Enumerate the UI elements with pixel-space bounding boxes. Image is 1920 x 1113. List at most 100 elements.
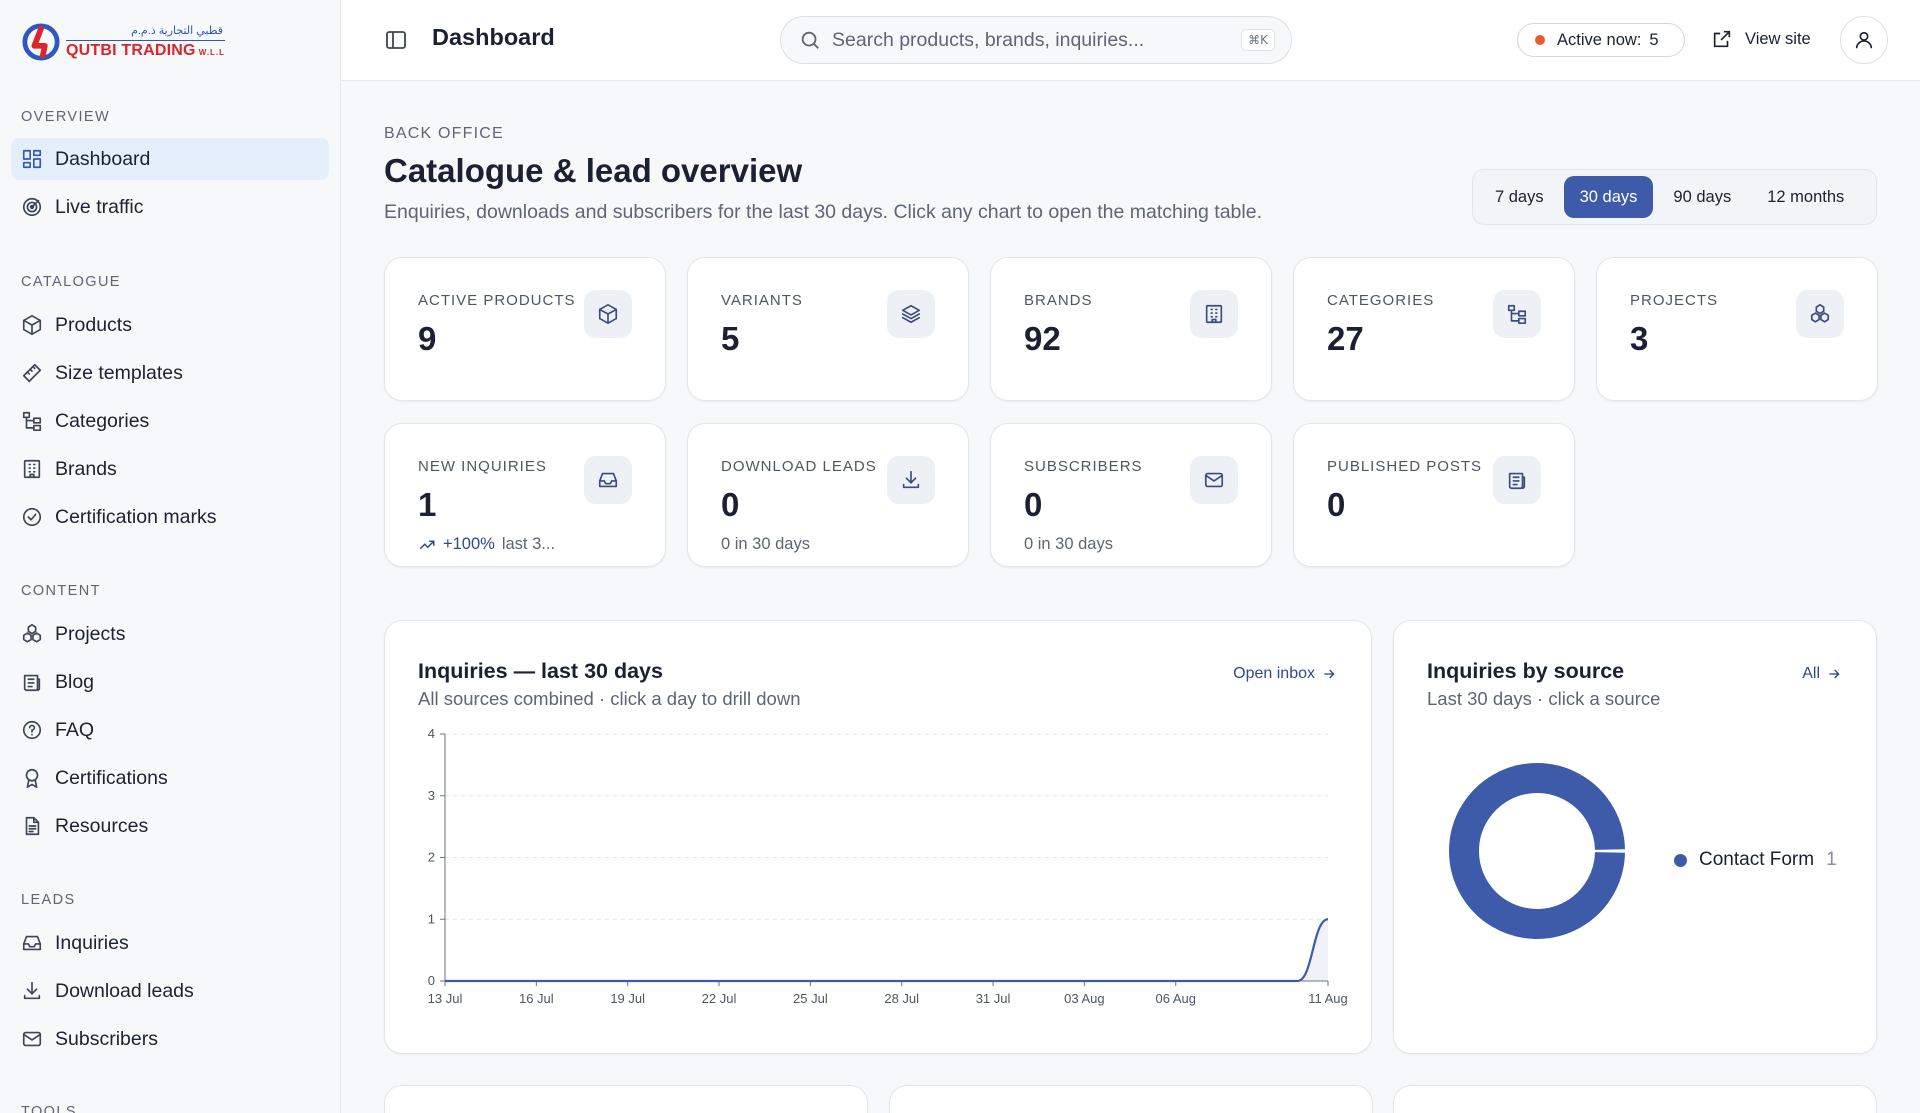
x-tick-label: 31 Jul <box>976 991 1011 1006</box>
stat-card-categories[interactable]: CATEGORIES 27 <box>1293 257 1575 401</box>
mail-icon <box>1204 472 1224 488</box>
sidebar-item-label: Resources <box>55 814 149 837</box>
tree-icon <box>22 411 42 431</box>
inbox-icon <box>598 472 618 488</box>
help-circle-icon <box>22 720 42 740</box>
stat-card-active-products[interactable]: ACTIVE PRODUCTS 9 <box>384 257 666 401</box>
stat-card-download-leads[interactable]: DOWNLOAD LEADS 0 0 in 30 days <box>687 423 969 567</box>
sidebar-item-size-templates[interactable]: Size templates <box>11 352 329 394</box>
inquiries-by-source-card[interactable]: Inquiries by source Last 30 days · click… <box>1393 620 1877 1054</box>
x-tick-label: 25 Jul <box>793 991 828 1006</box>
box-icon <box>22 315 42 335</box>
brand-suffix: W.L.L <box>198 47 226 57</box>
sidebar-panel-icon <box>386 31 406 49</box>
date-range-selector: 7 days 30 days 90 days 12 months <box>1472 169 1877 225</box>
donut-slice-contact-form[interactable] <box>1449 763 1625 939</box>
inbox-icon <box>22 935 42 951</box>
stat-value: 9 <box>418 320 437 357</box>
arrow-right-icon <box>1829 669 1840 679</box>
active-now-badge[interactable]: Active now: 5 <box>1517 23 1685 57</box>
award-icon <box>25 768 39 788</box>
live-dot-icon <box>1535 35 1545 45</box>
page-heading: Catalogue & lead overview <box>384 152 803 189</box>
x-tick-label: 13 Jul <box>428 991 463 1006</box>
sidebar-item-label: Dashboard <box>55 147 151 170</box>
search-input[interactable] <box>832 28 1222 52</box>
sidebar-item-label: Certification marks <box>55 505 217 528</box>
stat-card-variants[interactable]: VARIANTS 5 <box>687 257 969 401</box>
chart-title: Inquiries — last 30 days <box>418 659 663 683</box>
sidebar-item-live-traffic[interactable]: Live traffic <box>11 186 329 228</box>
x-tick-label: 11 Aug <box>1308 991 1348 1006</box>
nav-heading-leads: LEADS <box>21 892 76 908</box>
download-icon <box>902 470 920 489</box>
search-shortcut-badge: ⌘K <box>1241 29 1275 51</box>
view-site-link[interactable]: View site <box>1711 28 1811 50</box>
stat-value: 0 <box>1327 486 1346 523</box>
inquiries-line-chart[interactable]: 0 1 2 3 4 13 Jul 16 Jul 19 Jul 22 Jul 25 Jul 28 Ju… <box>385 621 1373 1055</box>
external-link-icon <box>1713 30 1731 48</box>
active-now-count: 5 <box>1649 30 1659 49</box>
download-icon <box>23 981 41 1000</box>
file-icon <box>25 816 40 836</box>
sidebar-item-download-leads[interactable]: Download leads <box>11 970 329 1012</box>
sidebar-toggle-button[interactable] <box>384 28 408 52</box>
logo-mark-icon <box>22 23 60 61</box>
all-sources-link[interactable]: All <box>1802 665 1842 683</box>
stat-label: CATEGORIES <box>1327 292 1435 309</box>
series-line <box>445 918 1329 983</box>
stat-card-subscribers[interactable]: SUBSCRIBERS 0 0 in 30 days <box>990 423 1272 567</box>
sidebar-item-subscribers[interactable]: Subscribers <box>11 1018 329 1060</box>
open-inbox-link[interactable]: Open inbox <box>1233 665 1337 683</box>
page-title: Dashboard <box>432 24 555 50</box>
bottom-card <box>1393 1085 1877 1113</box>
range-90-days-button[interactable]: 90 days <box>1673 187 1732 206</box>
open-inbox-label: Open inbox <box>1233 665 1315 682</box>
sidebar-item-resources[interactable]: Resources <box>11 805 329 847</box>
source-donut-chart[interactable] <box>1437 751 1637 951</box>
sidebar-item-categories[interactable]: Categories <box>11 400 329 442</box>
legend-label: Contact Form <box>1699 849 1815 870</box>
sidebar-item-certification-marks[interactable]: Certification marks <box>11 496 329 538</box>
inquiries-chart-card[interactable]: Inquiries — last 30 days All sources com… <box>384 620 1372 1054</box>
sidebar-item-faq[interactable]: FAQ <box>11 709 329 751</box>
sidebar-item-inquiries[interactable]: Inquiries <box>11 922 329 964</box>
range-12-months-button[interactable]: 12 months <box>1767 187 1845 206</box>
stat-note: 0 in 30 days <box>1024 535 1113 553</box>
sidebar-item-label: Inquiries <box>55 931 129 954</box>
stat-value: 0 <box>1024 486 1043 523</box>
sidebar-item-label: Subscribers <box>55 1027 158 1050</box>
stat-label: PUBLISHED POSTS <box>1327 458 1483 475</box>
box-icon <box>598 304 618 324</box>
sidebar-item-label: Brands <box>55 457 117 480</box>
sidebar: قطبي التجارية ذ.م.م QUTBI TRADING W.L.L O… <box>0 0 341 1113</box>
sidebar-item-dashboard[interactable]: Dashboard <box>11 138 329 180</box>
stat-card-projects[interactable]: PROJECTS 3 <box>1596 257 1878 401</box>
user-icon <box>1855 31 1873 49</box>
range-7-days-button[interactable]: 7 days <box>1495 187 1544 206</box>
stat-card-brands[interactable]: BRANDS 92 <box>990 257 1272 401</box>
stat-label: NEW INQUIRIES <box>418 458 547 475</box>
sidebar-item-label: Certifications <box>55 766 168 789</box>
cubes-icon <box>22 624 42 643</box>
search-box[interactable]: ⌘K <box>780 16 1292 64</box>
range-30-days-button[interactable]: 30 days <box>1563 176 1654 218</box>
x-tick-label: 16 Jul <box>519 991 554 1006</box>
legend-item-contact-form[interactable]: Contact Form 1 <box>1674 849 1837 871</box>
user-avatar-button[interactable] <box>1840 16 1888 64</box>
sidebar-item-products[interactable]: Products <box>11 304 329 346</box>
brand-logo[interactable]: قطبي التجارية ذ.م.م QUTBI TRADING W.L.L <box>22 22 226 62</box>
y-tick-label: 0 <box>428 973 435 988</box>
trending-up-icon <box>419 540 435 549</box>
topbar: Dashboard ⌘K Active now: 5 View site <box>341 0 1920 81</box>
stat-card-published-posts[interactable]: PUBLISHED POSTS 0 <box>1293 423 1575 567</box>
sidebar-item-projects[interactable]: Projects <box>11 613 329 655</box>
sidebar-item-blog[interactable]: Blog <box>11 661 329 703</box>
series-area <box>445 919 1328 981</box>
check-circle-icon <box>22 507 42 527</box>
stat-note: last 3... <box>501 535 556 553</box>
stat-card-new-inquiries[interactable]: NEW INQUIRIES 1 +100% last 3... <box>384 423 666 567</box>
sidebar-item-brands[interactable]: Brands <box>11 448 329 490</box>
cubes-icon <box>1810 304 1830 323</box>
sidebar-item-certifications[interactable]: Certifications <box>11 757 329 799</box>
